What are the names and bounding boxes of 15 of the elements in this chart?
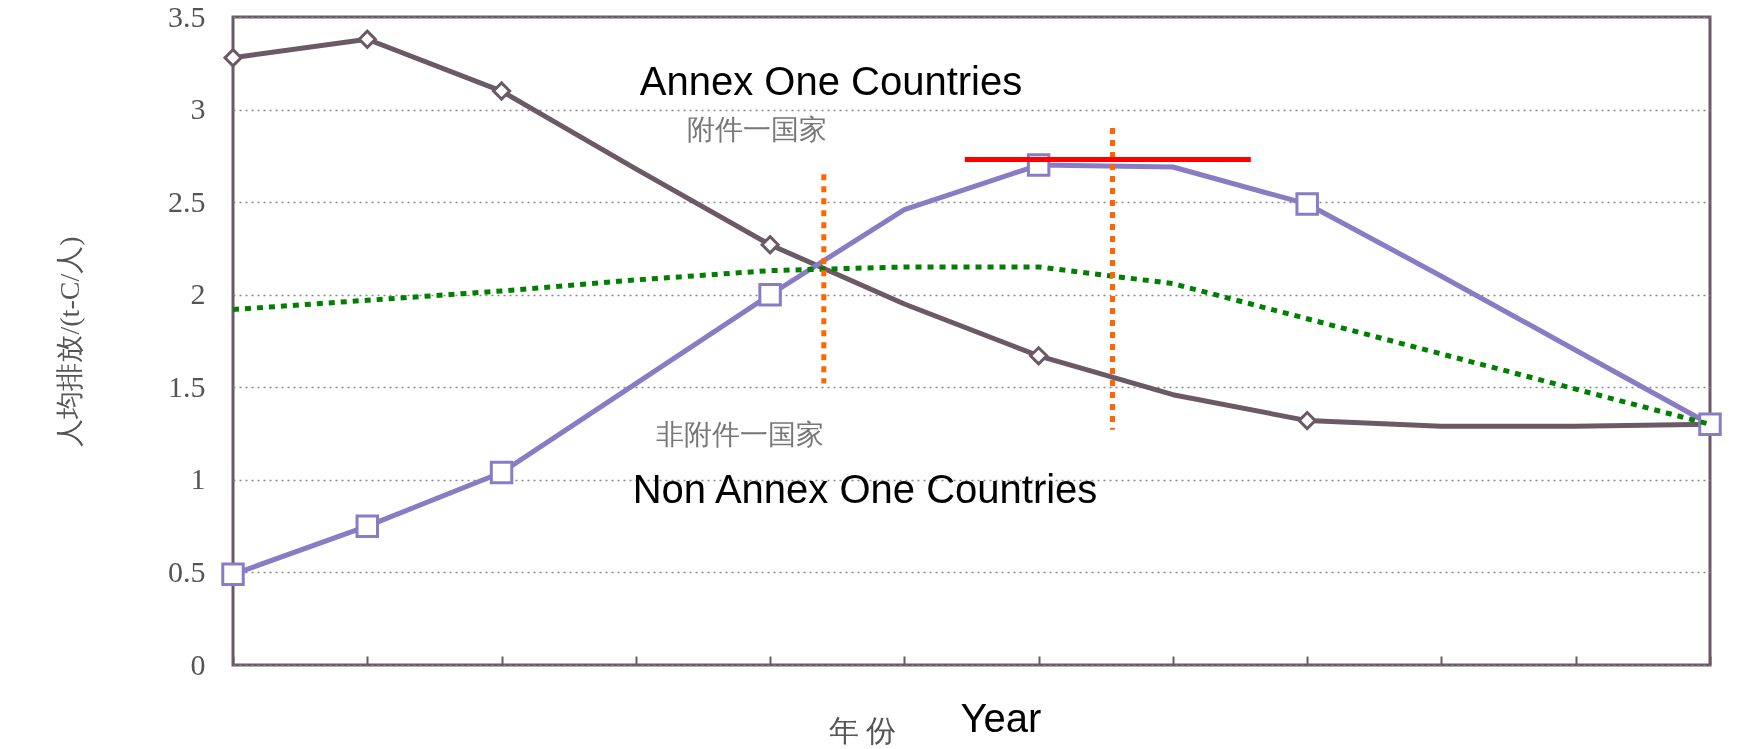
series-label: 非附件一国家 [656, 419, 824, 450]
y-axis-title: 人均排放/(t-C/人) [53, 236, 85, 447]
y-tick-label: 3.5 [168, 0, 206, 33]
y-tick-label: 3 [190, 92, 206, 126]
annotation: Annex One Countries [639, 59, 1023, 103]
y-tick-label: 2 [190, 277, 206, 311]
annotation: Non Annex One Countries [632, 467, 1098, 511]
y-tick-label: 1 [190, 462, 206, 496]
x-axis-title: 年 份 [828, 713, 897, 747]
y-tick-label: 2.5 [168, 184, 206, 218]
text: Year [960, 696, 1042, 740]
y-tick-label: 0.5 [168, 554, 206, 588]
y-tick-label: 0 [190, 647, 206, 681]
y-tick-label: 1.5 [168, 369, 206, 403]
series-label: 附件一国家 [687, 114, 827, 145]
